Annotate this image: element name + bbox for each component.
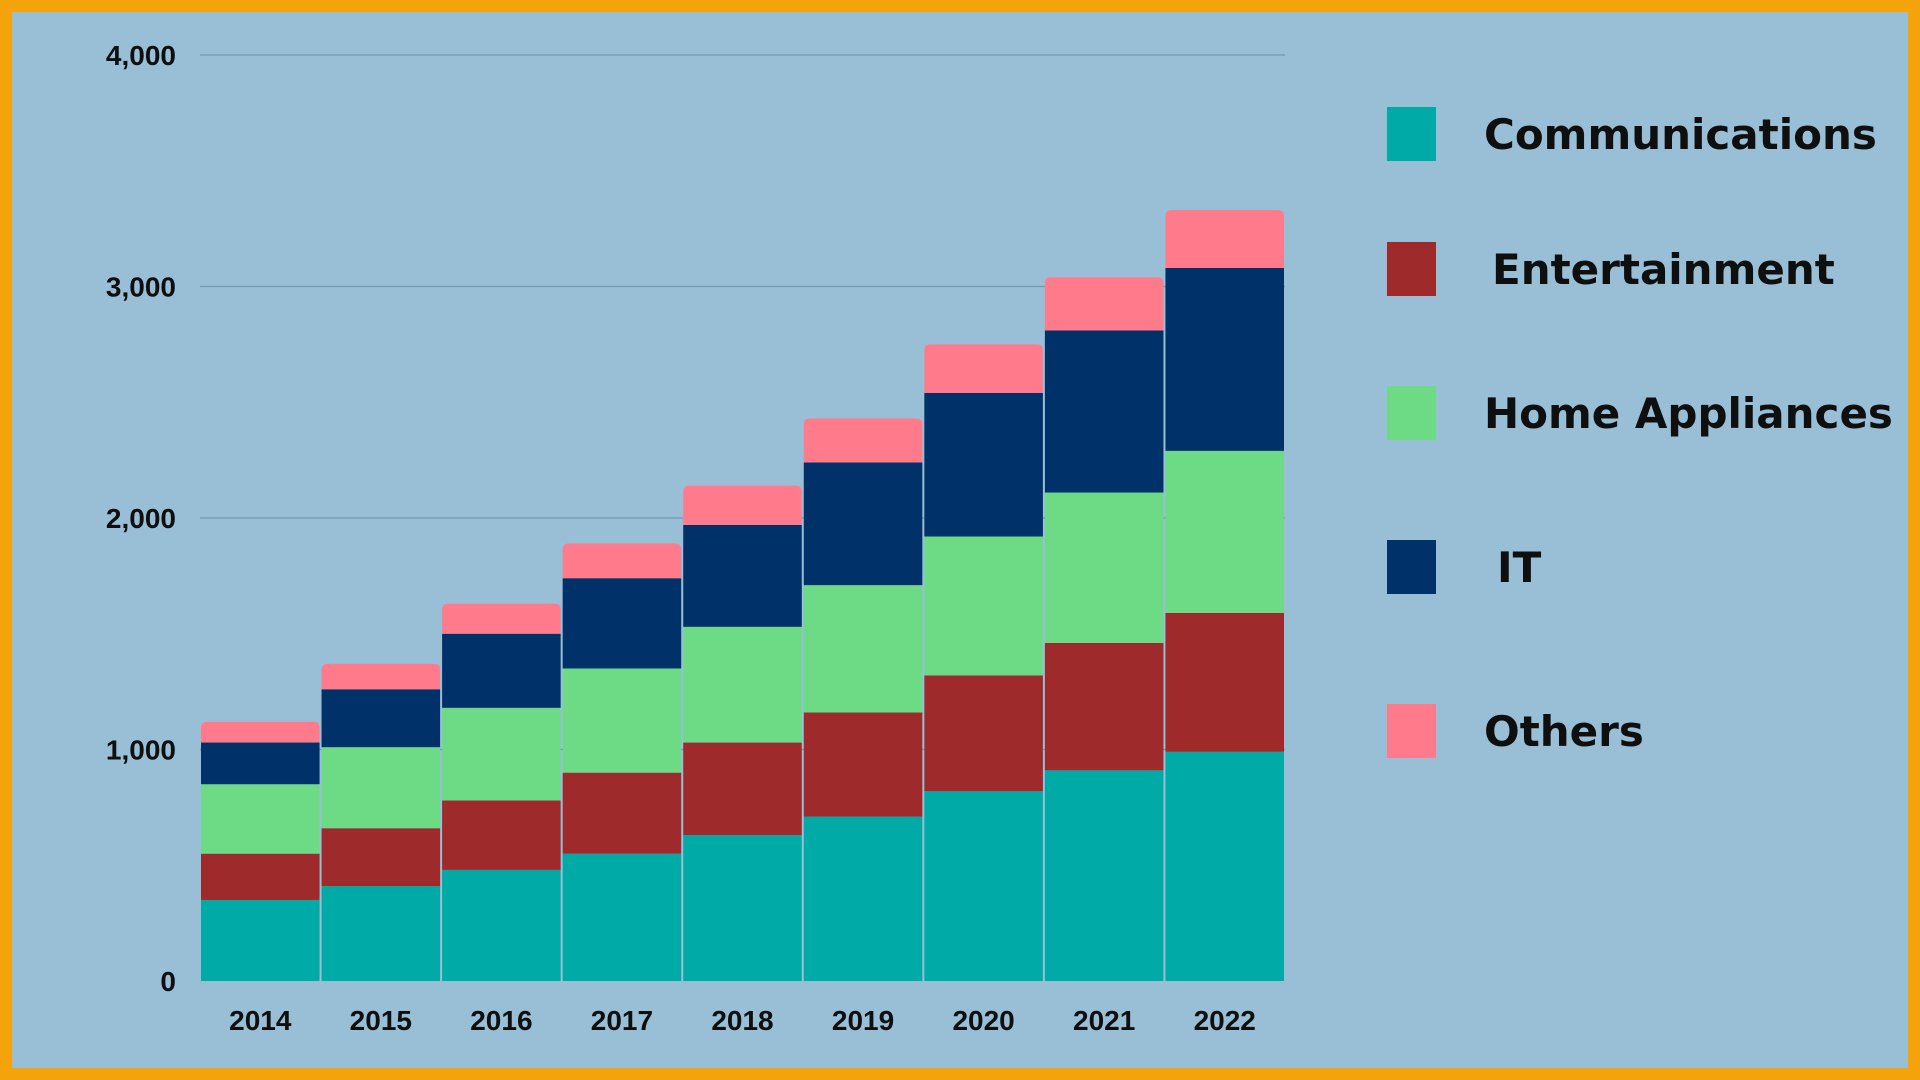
bar-others-2015 <box>321 663 441 690</box>
x-tick-label: 2020 <box>952 1005 1014 1036</box>
x-tick-label: 2016 <box>470 1005 532 1036</box>
y-tick-label: 0 <box>160 966 176 997</box>
legend-item-others: Others <box>1387 704 1644 758</box>
bars <box>201 210 1284 981</box>
bar-it-2021 <box>1044 330 1164 493</box>
bar-communications-2019 <box>803 816 923 981</box>
bar-it-2014 <box>201 742 320 785</box>
bar-it-2018 <box>683 524 802 627</box>
bar-stack-2018 <box>683 485 802 981</box>
x-tick-label: 2022 <box>1194 1005 1256 1036</box>
bar-others-2018 <box>683 485 802 525</box>
bar-communications-2021 <box>1044 770 1164 981</box>
legend-swatch <box>1387 242 1436 296</box>
bar-communications-2018 <box>683 835 802 981</box>
x-tick-label: 2017 <box>591 1005 653 1036</box>
bar-home-appliances-2019 <box>803 585 923 713</box>
bar-entertainment-2018 <box>683 742 802 836</box>
bar-communications-2014 <box>201 899 320 981</box>
bar-it-2022 <box>1165 267 1284 451</box>
bar-communications-2022 <box>1165 751 1284 981</box>
x-tick-label: 2019 <box>832 1005 894 1036</box>
bar-communications-2017 <box>562 853 682 981</box>
bar-stack-2017 <box>562 543 682 981</box>
legend-swatch <box>1387 386 1436 440</box>
bar-entertainment-2020 <box>924 675 1043 792</box>
legend-item-entertainment: Entertainment <box>1387 242 1835 296</box>
x-axis-ticks: 2014 2015 2016 2017 2018 2019 2020 2021 2022 <box>229 1005 1256 1036</box>
bar-stack-2019 <box>803 418 923 981</box>
legend-swatch <box>1387 704 1436 758</box>
bar-others-2014 <box>201 721 320 743</box>
y-tick-label: 3,000 <box>106 272 176 303</box>
legend-item-home-appliances: Home Appliances <box>1387 386 1893 440</box>
bar-stack-2022 <box>1165 210 1284 981</box>
x-tick-label: 2014 <box>229 1005 292 1036</box>
bar-others-2021 <box>1044 277 1164 331</box>
bar-stack-2016 <box>442 603 561 981</box>
y-tick-label: 1,000 <box>106 735 176 766</box>
x-tick-label: 2021 <box>1073 1005 1135 1036</box>
bar-home-appliances-2015 <box>321 747 441 829</box>
bar-communications-2016 <box>442 869 561 981</box>
bar-entertainment-2014 <box>201 853 320 900</box>
legend-swatch <box>1387 107 1436 161</box>
bar-it-2016 <box>442 633 561 708</box>
legend-item-communications: Communications <box>1387 107 1877 161</box>
chart-frame: 0 1,000 2,000 3,000 4,000 2014 2015 2016 2017 20… <box>12 12 1908 1068</box>
legend-label: Entertainment <box>1492 245 1835 294</box>
bar-home-appliances-2016 <box>442 707 561 801</box>
legend-swatch <box>1387 540 1436 594</box>
bar-it-2019 <box>803 462 923 586</box>
bar-home-appliances-2020 <box>924 536 1043 676</box>
bar-entertainment-2021 <box>1044 643 1164 771</box>
bar-home-appliances-2014 <box>201 784 320 854</box>
bar-others-2017 <box>562 543 682 579</box>
bar-home-appliances-2022 <box>1165 450 1284 613</box>
bar-communications-2020 <box>924 791 1043 981</box>
bar-entertainment-2022 <box>1165 612 1284 752</box>
bar-entertainment-2019 <box>803 712 923 817</box>
y-tick-label: 2,000 <box>106 503 176 534</box>
bar-home-appliances-2018 <box>683 626 802 743</box>
bar-stack-2015 <box>321 663 441 981</box>
bar-others-2022 <box>1165 210 1284 268</box>
bar-entertainment-2016 <box>442 800 561 870</box>
bar-stack-2020 <box>924 344 1043 981</box>
y-axis-ticks: 0 1,000 2,000 3,000 4,000 <box>106 40 176 997</box>
legend-label: Communications <box>1484 110 1877 159</box>
bar-entertainment-2017 <box>562 772 682 854</box>
bar-home-appliances-2021 <box>1044 492 1164 644</box>
x-tick-label: 2015 <box>350 1005 412 1036</box>
bar-entertainment-2015 <box>321 828 441 887</box>
legend-label: Others <box>1484 707 1644 756</box>
legend-label: IT <box>1497 543 1542 592</box>
legend-item-it: IT <box>1387 540 1542 594</box>
x-tick-label: 2018 <box>711 1005 773 1036</box>
bar-home-appliances-2017 <box>562 668 682 773</box>
legend: Communications Entertainment Home Applianc… <box>1387 107 1893 758</box>
bar-it-2020 <box>924 392 1043 537</box>
bar-stack-2021 <box>1044 277 1164 981</box>
bar-it-2017 <box>562 578 682 669</box>
bar-others-2016 <box>442 603 561 634</box>
bar-stack-2014 <box>201 721 320 981</box>
legend-label: Home Appliances <box>1484 389 1893 438</box>
y-tick-label: 4,000 <box>106 40 176 71</box>
bar-it-2015 <box>321 689 441 748</box>
bar-others-2019 <box>803 418 923 463</box>
bar-communications-2015 <box>321 886 441 981</box>
bar-others-2020 <box>924 344 1043 393</box>
